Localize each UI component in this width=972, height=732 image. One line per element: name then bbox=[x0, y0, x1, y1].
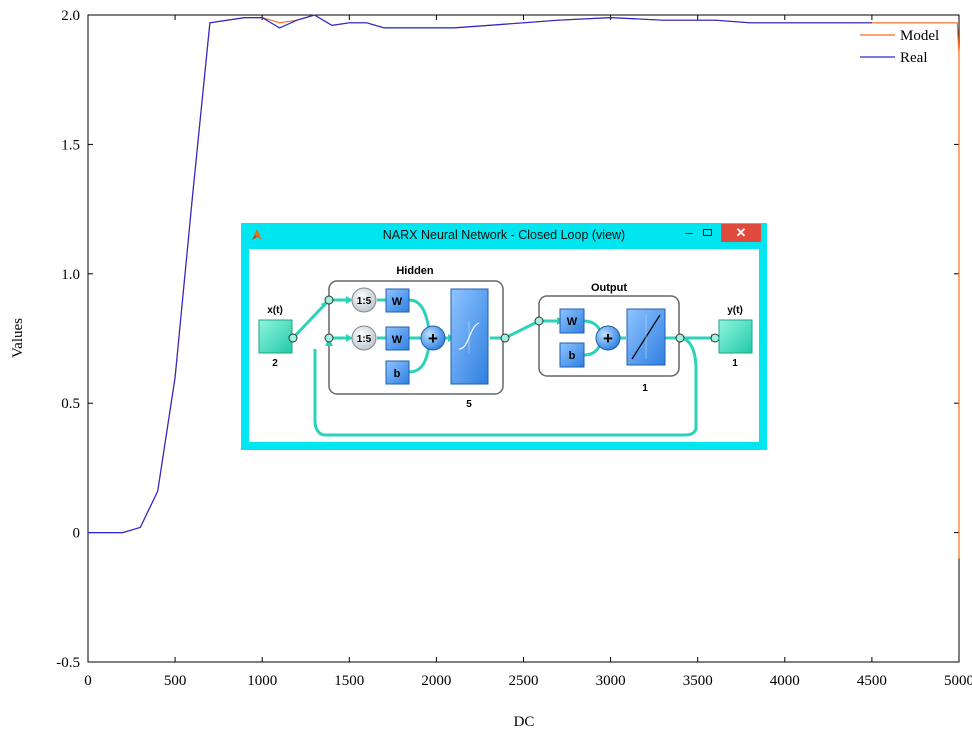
x-tick-label: 4500 bbox=[857, 673, 887, 689]
hidden-layer-size: 5 bbox=[466, 399, 472, 410]
series-line-real bbox=[88, 14, 872, 534]
input-label: x(t) bbox=[267, 305, 283, 316]
delay-label-feedback: 1:5 bbox=[357, 334, 372, 345]
x-tick-label: 3500 bbox=[683, 673, 713, 689]
output-sum-symbol: + bbox=[603, 329, 613, 348]
minimize-button[interactable]: – bbox=[685, 225, 693, 240]
output-layer-title: Output bbox=[591, 282, 627, 294]
hidden-weight-block-1 bbox=[385, 288, 410, 313]
output-block bbox=[718, 319, 753, 354]
x-tick-label: 5000 bbox=[944, 673, 972, 689]
legend: Model Real bbox=[860, 28, 939, 66]
input-size: 2 bbox=[272, 358, 278, 369]
y-tick-label: 1.5 bbox=[61, 137, 80, 153]
output-sum-node bbox=[595, 325, 621, 351]
legend-label-real: Real bbox=[900, 50, 928, 66]
x-tick-label: 2500 bbox=[509, 673, 539, 689]
output-bias-block bbox=[559, 342, 585, 368]
input-block bbox=[258, 319, 293, 354]
x-tick-label: 3000 bbox=[596, 673, 626, 689]
output-weight-block bbox=[559, 308, 585, 334]
x-tick-label: 0 bbox=[84, 673, 92, 689]
close-button[interactable]: ✕ bbox=[721, 224, 761, 242]
x-tick-label: 1000 bbox=[247, 673, 277, 689]
legend-label-model: Model bbox=[900, 28, 939, 44]
output-label: y(t) bbox=[727, 305, 743, 316]
window-titlebar[interactable]: NARX Neural Network - Closed Loop (view)… bbox=[241, 223, 767, 247]
x-tick-label: 2000 bbox=[421, 673, 451, 689]
x-tick-label: 4000 bbox=[770, 673, 800, 689]
y-tick-label: 2.0 bbox=[61, 8, 80, 24]
x-axis-title: DC bbox=[514, 714, 535, 730]
maximize-button[interactable] bbox=[703, 229, 712, 236]
window-title: NARX Neural Network - Closed Loop (view) bbox=[382, 228, 626, 242]
y-tick-label: 1.0 bbox=[61, 267, 80, 283]
delay-label-input: 1:5 bbox=[357, 296, 372, 307]
hidden-sum-node bbox=[420, 325, 446, 351]
output-weight-label: W bbox=[567, 316, 578, 328]
hidden-weight-block-2 bbox=[385, 326, 410, 351]
x-tick-label: 1500 bbox=[334, 673, 364, 689]
output-bias-label: b bbox=[569, 350, 576, 362]
delay-block-input bbox=[351, 287, 377, 313]
y-tick-label: 0.5 bbox=[61, 396, 80, 412]
axis-ticks: 0 500 1000 1500 2000 2500 3000 3500 4000 4500 5000… bbox=[56, 8, 972, 689]
output-layer-size: 1 bbox=[642, 383, 648, 394]
delay-block-feedback bbox=[351, 325, 377, 351]
y-tick-label: -0.5 bbox=[56, 655, 80, 671]
hidden-sum-symbol: + bbox=[428, 329, 438, 348]
hidden-bias-label: b bbox=[394, 368, 401, 380]
matlab-logo-icon bbox=[252, 229, 262, 240]
hidden-bias-block bbox=[385, 360, 410, 385]
output-size: 1 bbox=[732, 358, 738, 369]
y-axis-title: Values bbox=[10, 318, 26, 358]
y-tick-label: 0 bbox=[73, 526, 81, 542]
hidden-weight-label-1: W bbox=[392, 296, 403, 308]
narx-network-window: NARX Neural Network - Closed Loop (view)… bbox=[241, 223, 767, 450]
hidden-layer-title: Hidden bbox=[396, 265, 434, 277]
hidden-weight-label-2: W bbox=[392, 334, 403, 346]
network-diagram: Hidden 5 Output 1 bbox=[249, 249, 759, 442]
series-layer bbox=[88, 14, 960, 559]
x-tick-label: 500 bbox=[164, 673, 187, 689]
